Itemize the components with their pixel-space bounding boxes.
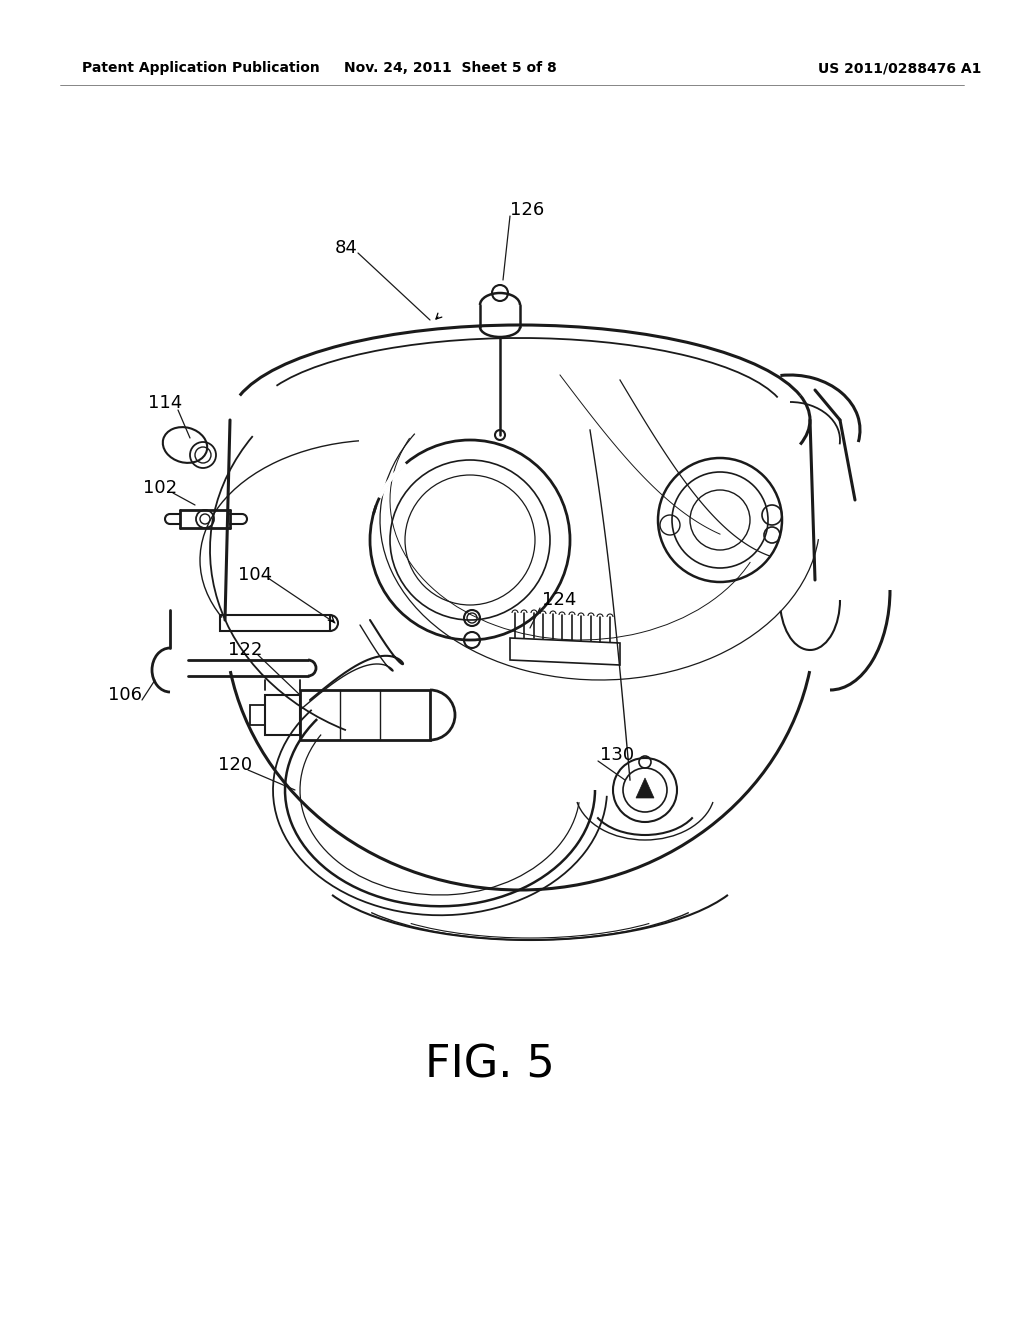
Text: 104: 104 — [238, 566, 272, 583]
Text: FIG. 5: FIG. 5 — [425, 1044, 555, 1086]
Text: 84: 84 — [335, 239, 357, 257]
Text: 124: 124 — [542, 591, 577, 609]
Text: 130: 130 — [600, 746, 634, 764]
Polygon shape — [636, 777, 654, 799]
Text: US 2011/0288476 A1: US 2011/0288476 A1 — [818, 61, 982, 75]
Text: 122: 122 — [228, 642, 262, 659]
Text: 114: 114 — [148, 393, 182, 412]
Text: 120: 120 — [218, 756, 252, 774]
Text: Patent Application Publication: Patent Application Publication — [82, 61, 319, 75]
Text: 126: 126 — [510, 201, 544, 219]
Text: Nov. 24, 2011  Sheet 5 of 8: Nov. 24, 2011 Sheet 5 of 8 — [344, 61, 556, 75]
Text: 102: 102 — [143, 479, 177, 498]
Text: 106: 106 — [108, 686, 142, 704]
